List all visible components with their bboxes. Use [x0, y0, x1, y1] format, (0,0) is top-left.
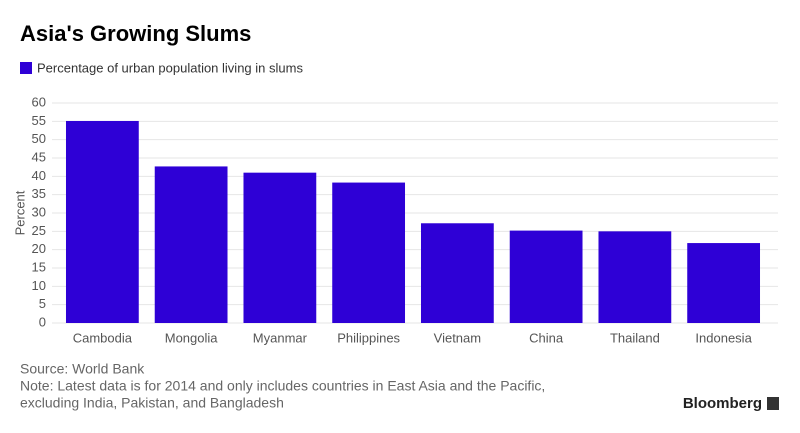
bar — [687, 243, 761, 323]
y-tick-label: 60 — [32, 94, 46, 109]
x-tick-label: Philippines — [337, 330, 400, 345]
y-tick-label: 25 — [32, 223, 46, 238]
y-tick-label: 15 — [32, 259, 46, 274]
brand-icon — [767, 397, 779, 410]
y-tick-label: 10 — [32, 278, 46, 293]
y-tick-label: 40 — [32, 168, 46, 183]
y-tick-label: 20 — [32, 241, 46, 256]
bar — [243, 172, 317, 323]
x-tick-label: Mongolia — [165, 330, 219, 345]
legend-swatch — [20, 62, 32, 74]
x-tick-label: Thailand — [610, 330, 660, 345]
source: Source: World Bank — [20, 361, 145, 377]
x-tick-label: Myanmar — [253, 330, 308, 345]
x-tick-label: China — [529, 330, 564, 345]
x-tick-label: Cambodia — [73, 330, 133, 345]
y-tick-label: 45 — [32, 149, 46, 164]
note-line: excluding India, Pakistan, and Banglades… — [20, 395, 284, 411]
bar — [598, 231, 672, 323]
y-tick-label: 50 — [32, 131, 46, 146]
bar — [65, 120, 139, 323]
y-tick-label: 55 — [32, 113, 46, 128]
bar — [332, 182, 406, 323]
y-tick-label: 5 — [39, 296, 46, 311]
y-tick-label: 0 — [39, 314, 46, 329]
y-tick-label: 35 — [32, 186, 46, 201]
bar — [420, 223, 494, 323]
y-axis-label: Percent — [12, 190, 27, 235]
x-tick-label: Indonesia — [695, 330, 752, 345]
brand: Bloomberg — [683, 395, 762, 412]
legend-label: Percentage of urban population living in… — [37, 60, 303, 75]
x-tick-label: Vietnam — [434, 330, 481, 345]
bar — [509, 230, 583, 323]
bar — [154, 166, 228, 323]
y-tick-label: 30 — [32, 204, 46, 219]
note-line: Note: Latest data is for 2014 and only i… — [20, 378, 545, 394]
chart-title: Asia's Growing Slums — [20, 21, 251, 46]
